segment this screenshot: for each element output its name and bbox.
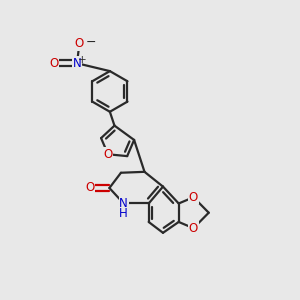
Text: O: O bbox=[49, 57, 58, 70]
Text: N: N bbox=[73, 57, 81, 70]
Text: −: − bbox=[86, 36, 96, 49]
Text: O: O bbox=[85, 182, 94, 194]
Text: H: H bbox=[119, 207, 128, 220]
Text: O: O bbox=[189, 222, 198, 235]
Text: O: O bbox=[75, 37, 84, 50]
Text: N: N bbox=[119, 197, 128, 210]
Text: O: O bbox=[103, 148, 112, 161]
Text: O: O bbox=[189, 191, 198, 204]
Text: +: + bbox=[78, 55, 86, 65]
